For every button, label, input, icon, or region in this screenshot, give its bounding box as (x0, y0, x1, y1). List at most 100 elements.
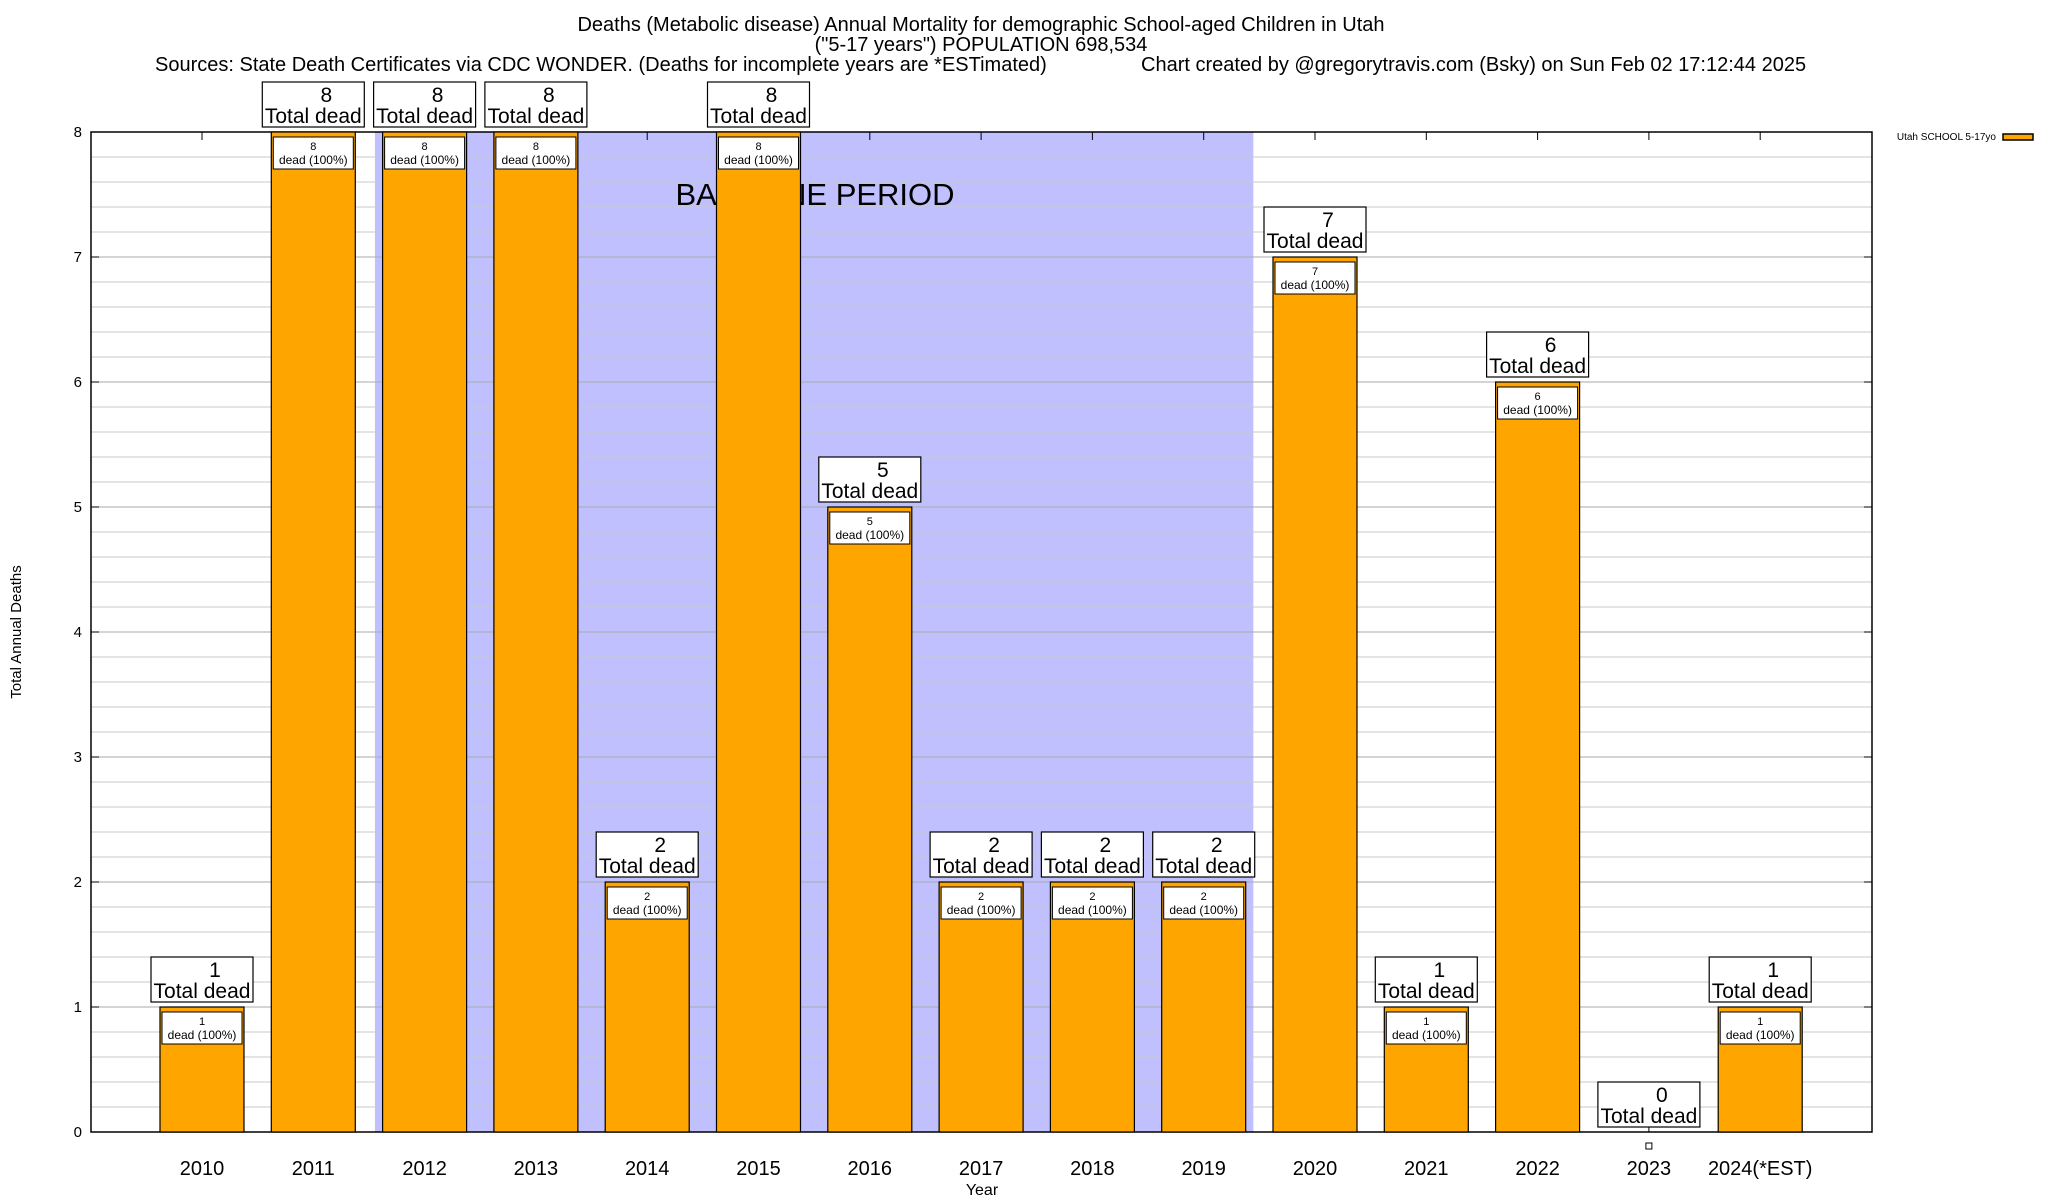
bar-total-label: Total dead (376, 105, 473, 128)
bar-inner-label: dead (100%) (1503, 403, 1572, 417)
bar-total-label-box (1708, 956, 1812, 1003)
bar-inner-value: 1 (1423, 1016, 1429, 1028)
chart-sources: Sources: State Death Certificates via CD… (155, 54, 1047, 76)
bar-total-label: Total dead (1712, 980, 1809, 1003)
bar-total-label-box (1374, 956, 1478, 1003)
bar-total-value: 1 (1767, 959, 1779, 982)
bar-total-label-box (706, 81, 811, 128)
bar-total-label: Total dead (599, 855, 696, 878)
bar-inner-label-box (272, 136, 354, 170)
bar-total-value: 1 (1433, 959, 1445, 982)
bar-total-label-box (929, 831, 1033, 878)
bar-inner-label-box (1163, 886, 1245, 920)
bar-inner-label-box (384, 136, 466, 170)
bar-total-label: Total dead (154, 980, 251, 1003)
bar-total-label-box (818, 456, 922, 503)
bar-inner-label: dead (100%) (502, 153, 571, 167)
bar-total-value: 8 (766, 84, 778, 107)
bar (604, 881, 690, 1133)
bar-total-label-box (261, 81, 365, 128)
x-tick-label: 2019 (1181, 1158, 1226, 1180)
x-tick-label: 2023 (1627, 1158, 1672, 1180)
bar-total-label: Total dead (1155, 855, 1252, 878)
bar-inner-label: dead (100%) (279, 153, 348, 167)
bar-inner-value: 6 (1535, 391, 1541, 403)
bar-total-label: Total dead (1489, 355, 1586, 378)
bar-inner-label-box (495, 136, 577, 170)
legend: Utah SCHOOL 5-17yo (1897, 132, 2034, 143)
bar-total-label: Total dead (1044, 855, 1141, 878)
bar-inner-label-box (1385, 1011, 1467, 1045)
bar-inner-label: dead (100%) (1281, 278, 1350, 292)
x-tick-label: 2021 (1404, 1158, 1449, 1180)
x-tick-label: 2014 (625, 1158, 670, 1180)
bar-total-label: Total dead (933, 855, 1030, 878)
bar-inner-label-box (1719, 1011, 1801, 1045)
bar-inner-label-box (829, 511, 911, 545)
bar-inner-label: dead (100%) (1058, 903, 1127, 917)
chart-title-line-2: ("5-17 years") POPULATION 698,534 (815, 34, 1148, 56)
bar-inner-value: 1 (199, 1016, 205, 1028)
bar-total-label-box (373, 81, 477, 128)
bar-total-label: Total dead (821, 480, 918, 503)
bar-inner-label-box (1497, 386, 1579, 420)
bar-total-value: 2 (1100, 834, 1112, 857)
legend-label: Utah SCHOOL 5-17yo (1897, 132, 1997, 143)
bar-total-value: 2 (1211, 834, 1223, 857)
bar (270, 131, 356, 1133)
bar-total-value: 6 (1545, 334, 1557, 357)
bar-inner-label-box (1051, 886, 1133, 920)
bar-inner-label: dead (100%) (1392, 1028, 1461, 1042)
bar-inner-value: 8 (422, 141, 428, 153)
bar-inner-value: 2 (1089, 891, 1095, 903)
bar-inner-label: dead (100%) (390, 153, 459, 167)
bar (715, 131, 802, 1133)
zero-marker (1645, 1142, 1653, 1150)
bar-total-label: Total dead (1600, 1105, 1697, 1128)
bar-total-label-box (1263, 206, 1367, 253)
bar-inner-label-box (940, 886, 1022, 920)
y-tick-label: 7 (74, 249, 82, 266)
bar-total-label-box (1040, 831, 1145, 878)
chart-credit: Chart created by @gregorytravis.com (Bsk… (1141, 54, 1806, 76)
bar-total-label-box (1152, 831, 1256, 878)
bar-inner-label: dead (100%) (1726, 1028, 1795, 1042)
bar-total-label: Total dead (1267, 230, 1364, 253)
bar-total-label: Total dead (265, 105, 362, 128)
bar-inner-label-box (718, 136, 799, 170)
y-tick-label: 8 (74, 124, 82, 141)
bar-total-label-box (595, 831, 699, 878)
bar (938, 881, 1024, 1133)
y-tick-label: 2 (74, 874, 82, 891)
y-axis-label: Total Annual Deaths (8, 565, 25, 698)
bar-total-label: Total dead (1378, 980, 1475, 1003)
bar (382, 131, 468, 1133)
bar-inner-label: dead (100%) (1169, 903, 1238, 917)
bar-inner-value: 1 (1757, 1016, 1763, 1028)
bar-total-label-box (1597, 1081, 1701, 1128)
y-tick-label: 4 (74, 624, 82, 641)
x-tick-label: 2013 (514, 1158, 559, 1180)
bar-inner-value: 2 (978, 891, 984, 903)
bar (827, 506, 913, 1133)
bar-inner-label: dead (100%) (835, 528, 904, 542)
y-tick-label: 6 (74, 374, 82, 391)
bar-total-label: Total dead (710, 105, 807, 128)
x-tick-label: 2016 (848, 1158, 893, 1180)
bar-total-label: Total dead (487, 105, 584, 128)
bar-inner-label: dead (100%) (724, 153, 793, 167)
bar (1161, 881, 1247, 1133)
bar-inner-value: 2 (644, 891, 650, 903)
bar-inner-label-box (606, 886, 688, 920)
bar-inner-label-box (161, 1011, 243, 1045)
bar (1272, 256, 1358, 1133)
x-tick-label: 2015 (736, 1158, 781, 1180)
bar (493, 131, 579, 1133)
x-tick-label: 2018 (1070, 1158, 1115, 1180)
bar-total-value: 8 (432, 84, 444, 107)
bar-inner-value: 7 (1312, 266, 1318, 278)
bar-total-label-box (150, 956, 254, 1003)
bar-inner-label: dead (100%) (168, 1028, 237, 1042)
x-tick-label: 2017 (959, 1158, 1004, 1180)
bar-total-value: 2 (988, 834, 1000, 857)
